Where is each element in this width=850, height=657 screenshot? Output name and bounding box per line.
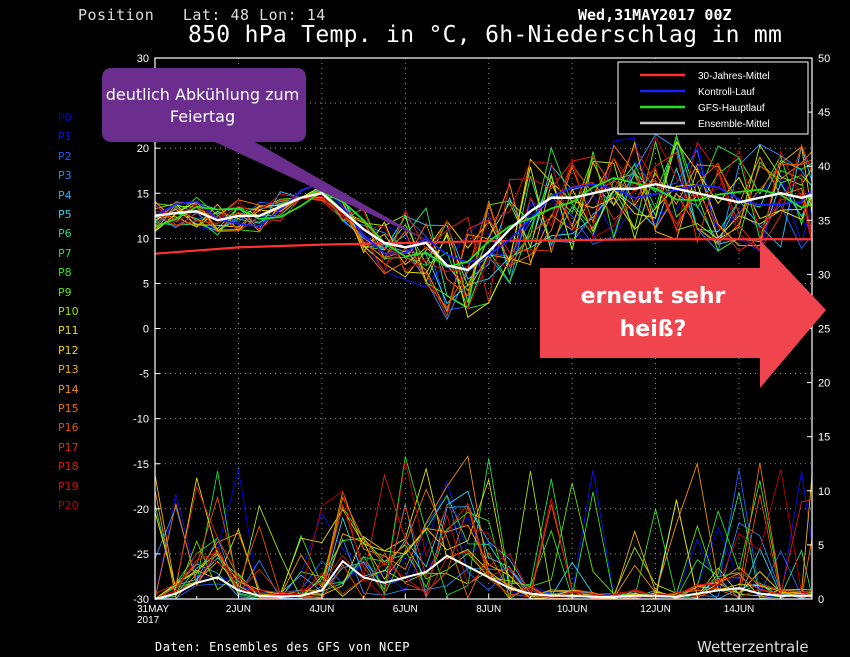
legend-label: GFS-Hauptlauf (698, 103, 765, 114)
y-left-tick-label: 15 (137, 188, 149, 200)
x-tick-label: 10JUN (557, 604, 588, 615)
y-left-tick-label: -20 (133, 504, 149, 516)
member-label: P19 (58, 479, 79, 493)
member-temp-line (154, 141, 813, 273)
y-right-tick-label: 15 (818, 432, 830, 444)
y-right-tick-label: 35 (818, 215, 830, 227)
chart-title: 850 hPa Temp. in °C, 6h-Niederschlag in … (188, 22, 783, 48)
legend-label: Ensemble-Mittel (698, 119, 770, 130)
y-right-tick-label: 30 (818, 269, 830, 281)
legend-label: Kontroll-Lauf (698, 87, 755, 98)
callout-hot-text: erneut sehr heiß? (580, 284, 726, 342)
member-label: P2 (58, 149, 72, 163)
y-right-tick-label: 5 (818, 540, 824, 552)
member-temp-line (154, 148, 813, 311)
member-label: P18 (58, 460, 79, 474)
member-label: P16 (58, 421, 79, 435)
y-right-tick-label: 20 (818, 378, 830, 390)
callout-cooling-shape (102, 68, 430, 242)
member-label: P14 (58, 382, 79, 396)
y-left-tick-label: 20 (137, 143, 149, 155)
x-tick-label: 8JUN (476, 604, 501, 615)
member-temp-line (154, 146, 813, 303)
y-right-tick-label: 50 (818, 53, 830, 65)
member-label: P7 (58, 246, 72, 260)
ensemble-mean-precip-line (154, 554, 812, 600)
member-label: P0 (58, 111, 72, 124)
ensemble-mean-line (154, 183, 813, 272)
member-label: P1 (58, 130, 72, 144)
brand-label: Wetterzentrale (697, 638, 809, 656)
member-precip-line (154, 469, 813, 600)
x-tick-label: 14JUN (724, 604, 755, 615)
y-right-tick-label: 10 (818, 486, 830, 498)
member-precip-line (154, 477, 813, 600)
member-precip-line (154, 505, 813, 600)
highlighted-series (154, 176, 813, 600)
y-left-tick-label: 10 (137, 233, 149, 245)
member-label: P4 (58, 188, 72, 202)
data-source: Daten: Ensembles des GFS von NCEP (155, 640, 410, 654)
y-left-tick-label: -10 (133, 414, 149, 426)
y-right-tick-label: 0 (818, 594, 824, 606)
member-label: P3 (58, 169, 72, 183)
x-tick-label: 2017 (137, 615, 160, 626)
member-label: P8 (58, 266, 72, 280)
callout-cooling-text: deutlich Abkühlung zum Feiertag (105, 85, 300, 126)
member-label: P13 (58, 363, 79, 377)
legend-label: 30-Jahres-Mittel (698, 71, 770, 82)
y-left-tick-label: 30 (137, 53, 149, 65)
member-precip-line (154, 460, 813, 600)
y-left-tick-label: -25 (133, 549, 149, 561)
member-temp-line (154, 135, 813, 311)
ensemble-member-precip (154, 455, 813, 600)
member-precip-line (154, 498, 813, 600)
y-left-tick-label: -15 (133, 459, 149, 471)
member-precip-line (154, 474, 813, 600)
run-date: Wed,31MAY2017 00Z (578, 6, 732, 24)
member-label: P12 (58, 343, 79, 357)
callout-hot-arrow (540, 240, 826, 388)
member-label: P9 (58, 285, 72, 299)
member-label: P11 (58, 324, 79, 338)
y-right-tick-label: 40 (818, 161, 830, 173)
y-left-tick-label: -5 (139, 369, 149, 381)
legend-box: 30-Jahres-Mittel Kontroll-Lauf GFS-Hauptla… (617, 61, 809, 135)
x-tick-label: 6JUN (393, 604, 418, 615)
y-right-tick-label: 25 (818, 324, 830, 336)
member-label: P6 (58, 227, 72, 241)
member-label: P17 (58, 440, 79, 454)
member-label: P20 (58, 499, 79, 512)
x-tick-label: 4JUN (309, 604, 334, 615)
callout-shapes (102, 68, 826, 388)
position-label: Position Lat: 48 Lon: 14 (78, 6, 326, 24)
y-left-tick-label: 5 (143, 278, 149, 290)
x-tick-label: 2JUN (226, 604, 251, 615)
y-left-tick-label: -30 (133, 594, 149, 606)
x-tick-label: 31MAY (137, 604, 169, 615)
control-run-line (154, 181, 813, 264)
y-right-tick-label: 45 (818, 107, 830, 119)
y-left-tick-label: 0 (143, 324, 149, 336)
member-label: P5 (58, 208, 72, 221)
x-tick-label: 12JUN (640, 604, 671, 615)
member-label: P15 (58, 402, 79, 415)
member-label: P10 (58, 305, 79, 318)
member-temp-line (154, 156, 813, 313)
